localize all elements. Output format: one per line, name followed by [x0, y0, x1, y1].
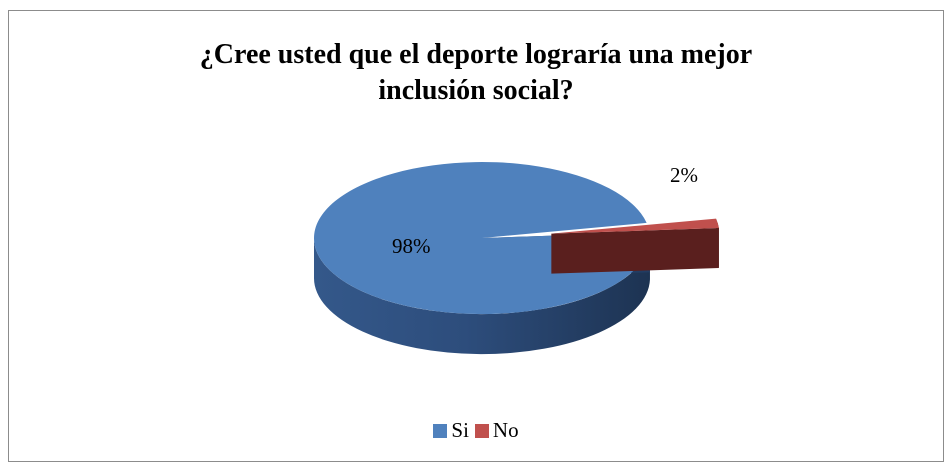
- legend-label-no: No: [492, 418, 519, 442]
- chart-title-line-1: ¿Cree usted que el deporte lograría una …: [199, 39, 753, 70]
- data-label-si: 98%: [392, 234, 431, 258]
- legend-item-si: Si: [433, 418, 469, 443]
- legend-item-no: No: [474, 418, 519, 443]
- slice-no: [551, 218, 719, 234]
- legend-swatch-no: [474, 423, 489, 438]
- slice-si: [314, 162, 651, 315]
- chart-legend: Si No: [0, 418, 952, 443]
- slice-si-side: [313, 238, 650, 355]
- data-label-no: 2%: [670, 163, 698, 187]
- chart-title-line-2: inclusión social?: [378, 75, 574, 106]
- chart-title: ¿Cree usted que el deporte lograría una …: [0, 37, 952, 109]
- slice-no-cut-wall: [551, 228, 719, 274]
- legend-label-si: Si: [451, 418, 469, 442]
- legend-swatch-si: [433, 423, 448, 438]
